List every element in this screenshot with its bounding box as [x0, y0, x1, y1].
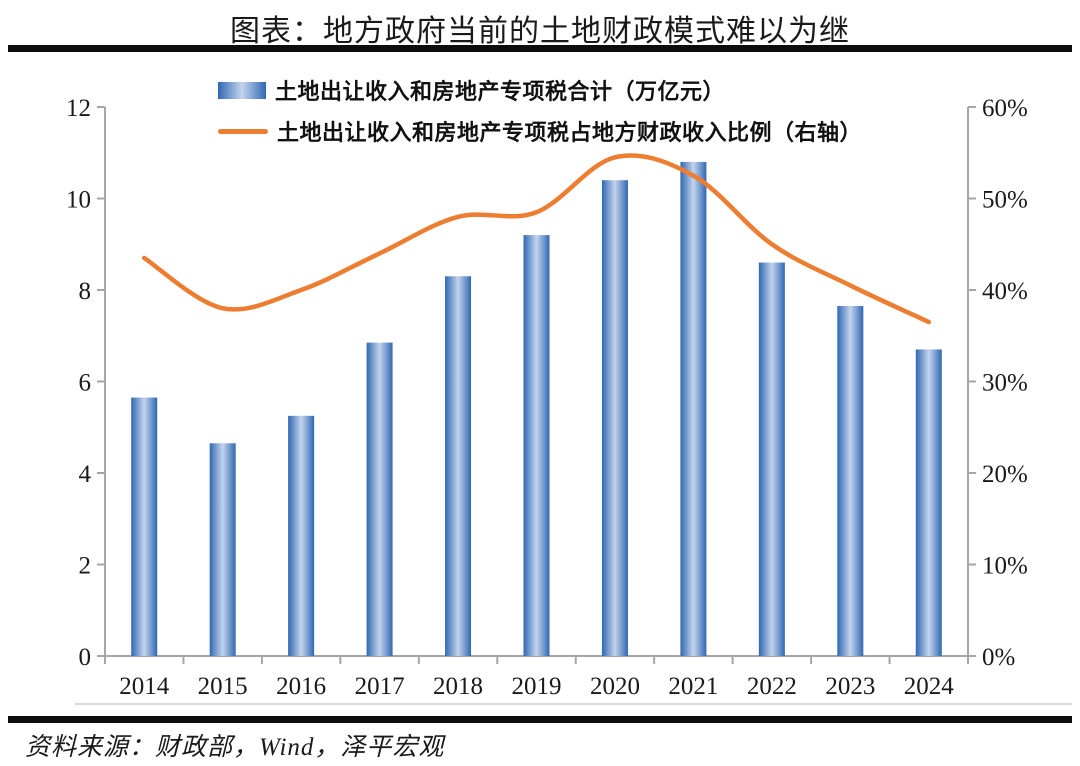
bar-2016: [288, 415, 315, 656]
chart-legend: 土地出让收入和房地产专项税合计（万亿元） 土地出让收入和房地产专项税占地方财政收…: [218, 74, 862, 147]
left-axis-tick-label: 2: [79, 553, 92, 580]
x-axis-label-2014: 2014: [119, 673, 170, 700]
bar-2014: [131, 397, 158, 656]
left-axis-tick-label: 12: [66, 95, 91, 122]
left-axis-tick-label: 8: [79, 278, 92, 305]
top-divider: [8, 45, 1072, 52]
right-axis-tick-label: 10%: [982, 553, 1028, 580]
bar-2015: [209, 443, 236, 656]
bar-2023: [837, 306, 864, 656]
right-axis-tick-label: 0%: [982, 644, 1015, 671]
line-series-swatch-icon: [218, 128, 268, 134]
bar-2017: [366, 342, 393, 656]
x-axis-label-2019: 2019: [512, 673, 562, 700]
bar-series-swatch-icon: [218, 81, 266, 99]
source-note: 资料来源：财政部，Wind，泽平宏观: [25, 734, 445, 761]
x-axis-label-2018: 2018: [433, 673, 483, 700]
bar-2020: [601, 180, 628, 656]
ratio-line-series: [141, 153, 932, 325]
right-axis-tick-label: 20%: [982, 461, 1028, 488]
bottom-divider: [8, 716, 1072, 723]
x-axis-label-2024: 2024: [904, 673, 955, 700]
legend-item-bars: 土地出让收入和房地产专项税合计（万亿元）: [218, 74, 862, 106]
left-axis-tick-label: 0: [79, 644, 92, 671]
x-axis-label-2015: 2015: [198, 673, 248, 700]
left-axis-tick-label: 10: [66, 187, 91, 214]
right-axis-tick-label: 30%: [982, 370, 1028, 397]
chart-title: 图表：地方政府当前的土地财政模式难以为继: [230, 15, 850, 48]
right-axis-tick-label: 40%: [982, 278, 1028, 305]
x-axis-label-2020: 2020: [590, 673, 640, 700]
x-axis-label-2022: 2022: [747, 673, 797, 700]
bar-series-legend-label: 土地出让收入和房地产专项税合计（万亿元）: [275, 79, 726, 104]
bar-2022: [758, 262, 785, 656]
bar-2021: [680, 161, 707, 656]
x-axis-label-2016: 2016: [276, 673, 326, 700]
x-axis-label-2023: 2023: [825, 673, 875, 700]
left-axis-tick-label: 6: [79, 370, 92, 397]
plot-bottom-frame: [75, 703, 1072, 705]
line-series-legend-label: 土地出让收入和房地产专项税占地方财政收入比例（右轴）: [277, 120, 863, 145]
legend-item-line: 土地出让收入和房地产专项税占地方财政收入比例（右轴）: [218, 115, 862, 147]
right-axis-tick-label: 60%: [982, 95, 1028, 122]
bar-2019: [523, 235, 550, 656]
x-axis-label-2021: 2021: [668, 673, 718, 700]
bar-2018: [445, 276, 472, 656]
right-axis-tick-label: 50%: [982, 187, 1028, 214]
bar-2024: [915, 349, 942, 656]
x-axis-label-2017: 2017: [355, 673, 405, 700]
left-axis-tick-label: 4: [79, 461, 92, 488]
